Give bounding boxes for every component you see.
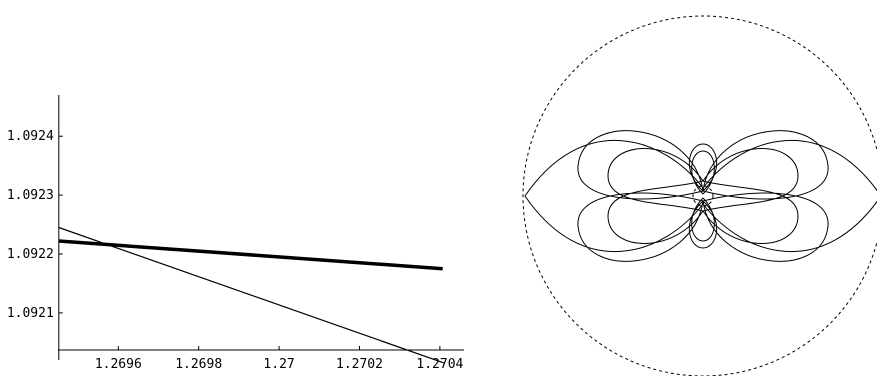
y-tick-label: 1.0922 [7, 247, 54, 262]
x-tick-label: 1.2702 [336, 357, 383, 372]
x-tick-label: 1.2698 [175, 357, 222, 372]
inner-dashed-circle [692, 185, 714, 207]
right-curve-plot [522, 15, 877, 376]
series-thick-line [58, 239, 443, 271]
series-thin-line [58, 226, 445, 364]
left-line-plot: 1.2696 1.2698 1.27 1.2702 1.2704 1.09211.092… [7, 95, 464, 372]
x-ticks: 1.2696 1.2698 1.27 1.2702 1.2704 [95, 345, 464, 372]
parametric-curve [524, 130, 877, 262]
y-tick-label: 1.0924 [7, 129, 54, 144]
x-tick-label: 1.27 [263, 357, 294, 372]
y-ticks: 1.0921 1.0922 1.0923 1.0924 [7, 129, 63, 321]
y-tick-label: 1.0921 [7, 306, 54, 321]
series-lines [58, 226, 445, 364]
x-tick-label: 1.2704 [416, 357, 463, 372]
x-tick-label: 1.2696 [95, 357, 142, 372]
boundary-circle [522, 15, 877, 376]
y-tick-label: 1.0923 [7, 188, 54, 203]
